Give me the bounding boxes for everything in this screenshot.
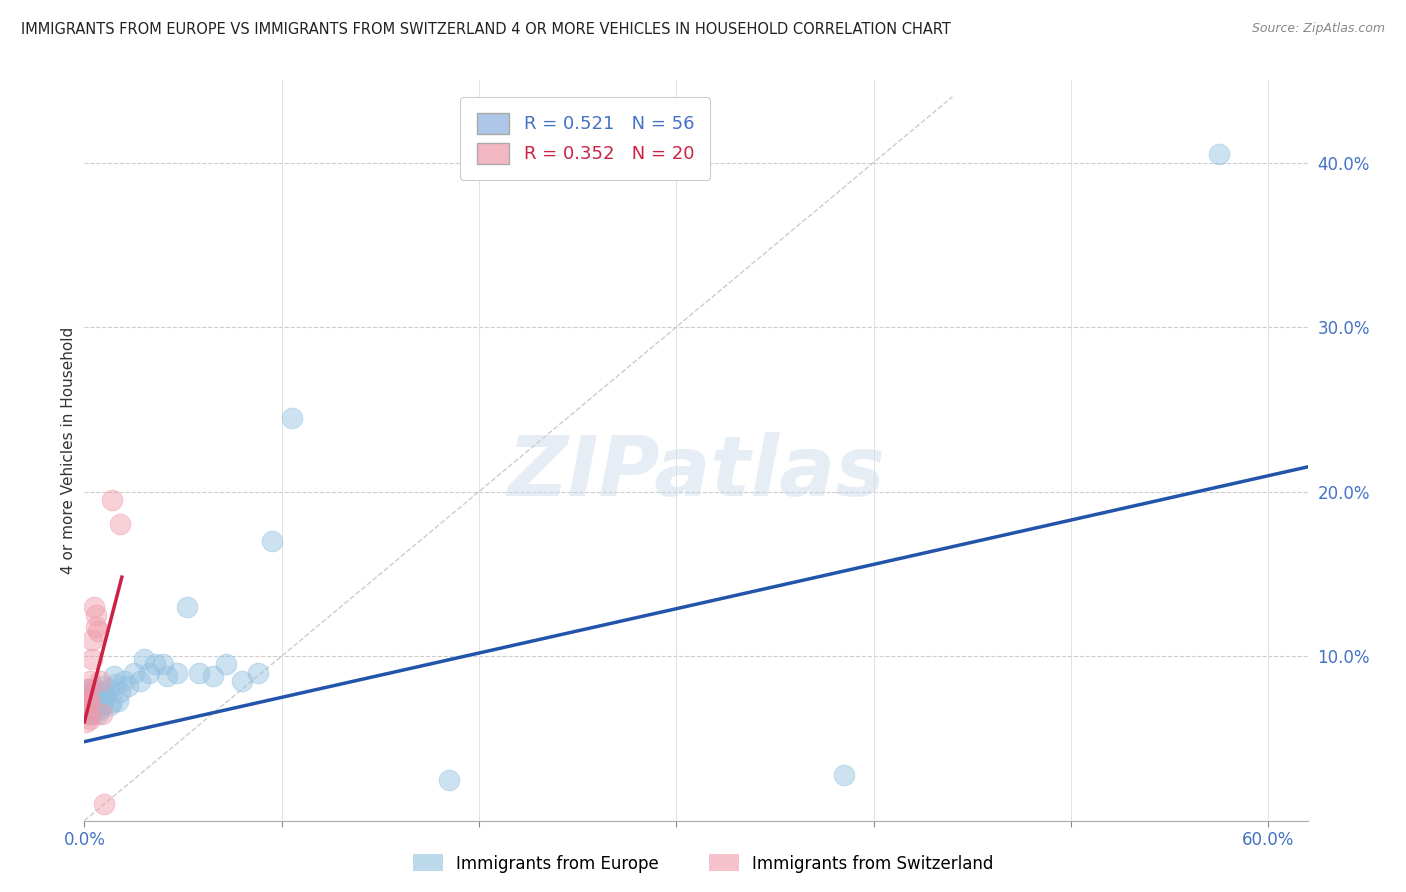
Point	[91, 698, 114, 713]
Point	[77, 693, 100, 707]
Point	[122, 665, 145, 680]
Point	[82, 706, 104, 721]
Point	[89, 673, 111, 688]
Point	[84, 695, 107, 709]
Point	[91, 706, 114, 721]
Point	[87, 624, 110, 639]
Point	[117, 679, 139, 693]
Point	[87, 685, 110, 699]
Point	[280, 410, 302, 425]
Point	[84, 607, 107, 622]
Text: ZIPatlas: ZIPatlas	[508, 432, 884, 513]
Point	[98, 698, 121, 713]
Point	[75, 695, 97, 709]
Text: IMMIGRANTS FROM EUROPE VS IMMIGRANTS FROM SWITZERLAND 4 OR MORE VEHICLES IN HOUS: IMMIGRANTS FROM EUROPE VS IMMIGRANTS FRO…	[21, 22, 950, 37]
Point	[103, 669, 125, 683]
Legend: R = 0.521   N = 56, R = 0.352   N = 20: R = 0.521 N = 56, R = 0.352 N = 20	[460, 96, 710, 180]
Point	[108, 685, 131, 699]
Point	[77, 706, 100, 721]
Point	[77, 702, 100, 716]
Point	[79, 673, 101, 688]
Point	[84, 619, 107, 633]
Point	[832, 767, 855, 781]
Point	[89, 690, 111, 705]
Point	[93, 685, 115, 699]
Point	[94, 690, 117, 705]
Point	[83, 681, 105, 696]
Point	[112, 673, 135, 688]
Point	[101, 695, 124, 709]
Point	[79, 690, 101, 705]
Point	[79, 702, 101, 716]
Point	[75, 690, 97, 705]
Point	[91, 693, 114, 707]
Point	[84, 702, 107, 716]
Point	[101, 492, 124, 507]
Y-axis label: 4 or more Vehicles in Household: 4 or more Vehicles in Household	[60, 326, 76, 574]
Point	[166, 665, 188, 680]
Point	[77, 695, 100, 709]
Point	[231, 673, 253, 688]
Point	[132, 652, 155, 666]
Point	[201, 669, 224, 683]
Point	[77, 681, 100, 696]
Point	[84, 689, 107, 703]
Point	[176, 599, 198, 614]
Point	[87, 698, 110, 713]
Point	[152, 657, 174, 672]
Point	[82, 695, 104, 709]
Point	[138, 665, 160, 680]
Point	[79, 712, 101, 726]
Point	[83, 698, 105, 713]
Point	[187, 665, 209, 680]
Point	[93, 797, 115, 812]
Point	[75, 685, 97, 699]
Point	[439, 772, 461, 787]
Point	[145, 657, 167, 672]
Point	[75, 714, 97, 729]
Point	[75, 698, 97, 713]
Point	[246, 665, 269, 680]
Point	[83, 599, 105, 614]
Point	[82, 652, 104, 666]
Point	[89, 702, 111, 716]
Point	[77, 681, 100, 696]
Legend: Immigrants from Europe, Immigrants from Switzerland: Immigrants from Europe, Immigrants from …	[406, 847, 1000, 880]
Point	[156, 669, 179, 683]
Point	[128, 673, 150, 688]
Text: Source: ZipAtlas.com: Source: ZipAtlas.com	[1251, 22, 1385, 36]
Point	[215, 657, 238, 672]
Point	[260, 533, 283, 548]
Point	[1208, 147, 1230, 161]
Point	[87, 706, 110, 721]
Point	[104, 677, 127, 691]
Point	[82, 685, 104, 699]
Point	[108, 517, 131, 532]
Point	[93, 679, 115, 693]
Point	[97, 681, 120, 696]
Point	[79, 698, 101, 713]
Point	[83, 690, 105, 705]
Point	[79, 695, 101, 709]
Point	[107, 693, 129, 707]
Point	[82, 632, 104, 647]
Point	[79, 706, 101, 721]
